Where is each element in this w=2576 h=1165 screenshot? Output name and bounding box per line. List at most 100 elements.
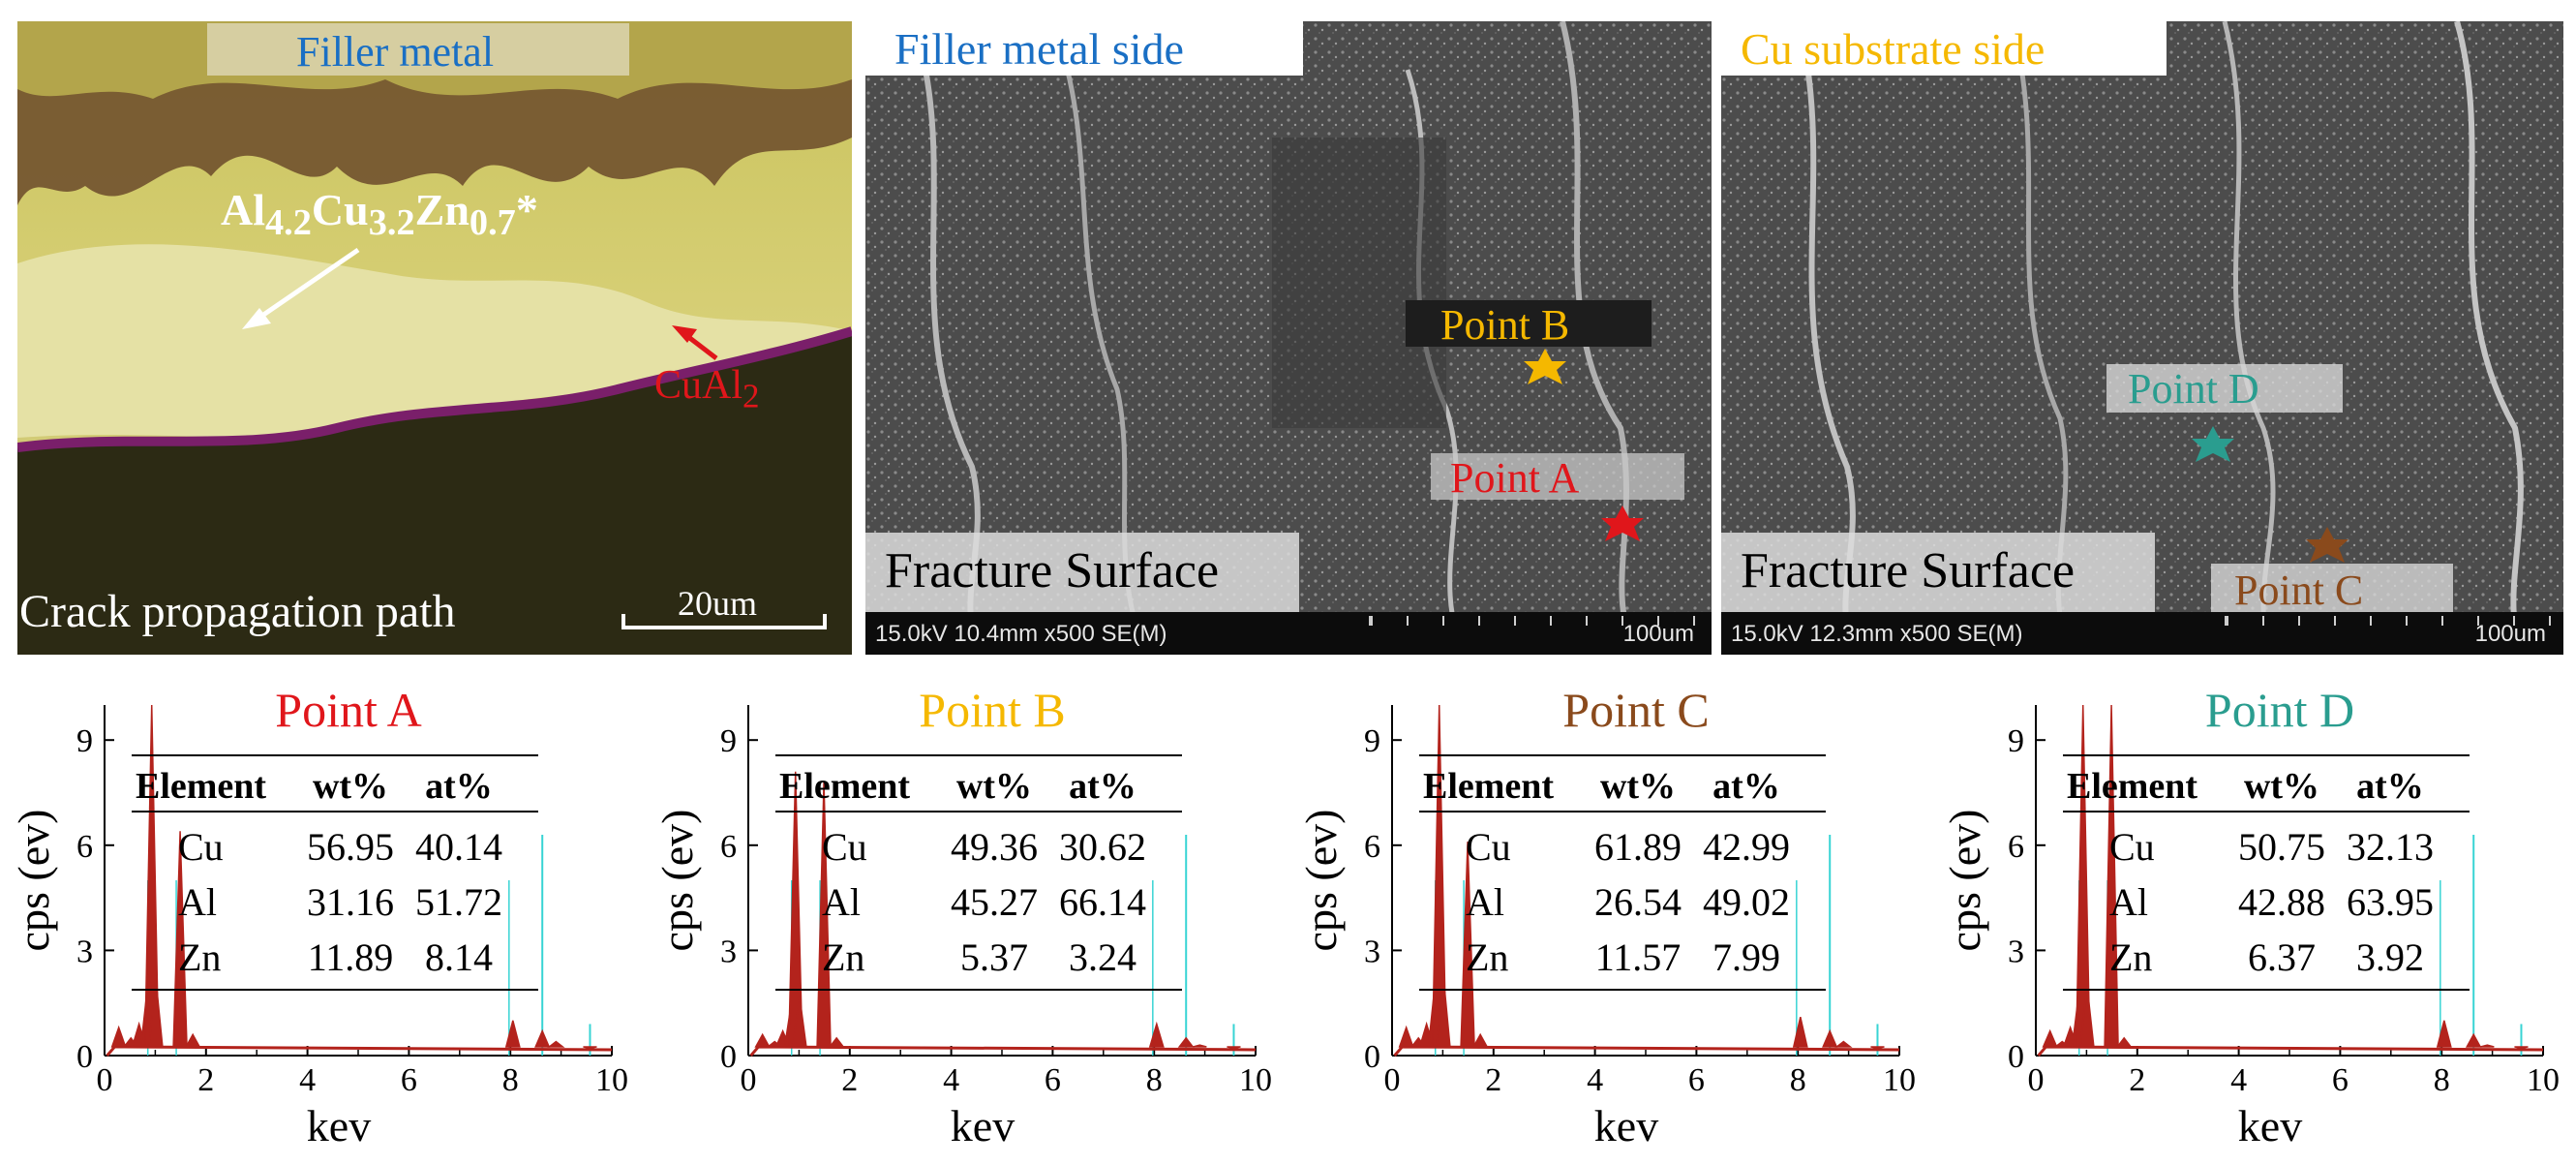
y-tick-label: 6 [76, 829, 93, 865]
y-tick-label: 9 [76, 723, 93, 759]
table-cell: Zn [178, 935, 221, 979]
sem1-scale-text: 100um [1622, 621, 1694, 647]
y-axis-label: cps (ev) [1296, 810, 1346, 952]
table-cell: 6.37 [2248, 935, 2316, 979]
phase-arrow-line [252, 247, 360, 324]
y-tick-label: 6 [720, 829, 737, 865]
table-header: wt% [2244, 766, 2319, 807]
table-cell: 42.99 [1703, 825, 1790, 869]
table-cell: Zn [2109, 935, 2152, 979]
chart-title: Point A [275, 683, 421, 737]
spectrum-peak [1870, 1046, 1885, 1050]
y-tick-label: 9 [1364, 723, 1380, 759]
x-tick-label: 6 [1045, 1062, 1061, 1098]
sem-panel-substrate: Cu substrate side Point D Point C Fractu… [1721, 21, 2563, 655]
x-tick-label: 10 [595, 1062, 628, 1098]
spectrum-peak [1193, 1044, 1207, 1048]
y-tick-label: 0 [1364, 1039, 1380, 1075]
sem1-surface-box: Fracture Surface [865, 533, 1299, 612]
spectrum-peak [504, 1020, 521, 1048]
table-cell: 8.14 [425, 935, 493, 979]
optical-scale-bar: 20um [621, 583, 827, 633]
sem2-info-text: 15.0kV 12.3mm x500 SE(M) [1731, 621, 2023, 647]
table-header: wt% [1600, 766, 1676, 807]
y-tick-label: 3 [2008, 934, 2024, 969]
spectrum-baseline [749, 1045, 1257, 1057]
table-cell: 11.57 [1595, 935, 1682, 979]
table-cell: 26.54 [1594, 880, 1682, 924]
spectrum-peak [547, 1040, 565, 1048]
table-cell: 42.88 [2238, 880, 2325, 924]
x-tick-label: 2 [841, 1062, 858, 1098]
table-header: Element [136, 766, 266, 807]
eds-chart-b: 0 3 6 9 0 2 4 6 8 10 kev cps (ev) Point B Element wt% a… [644, 668, 1288, 1160]
x-tick-label: 10 [2527, 1062, 2560, 1098]
x-axis-label: kev [2238, 1101, 2302, 1150]
table-cell: 31.16 [307, 880, 394, 924]
x-tick-label: 0 [97, 1062, 113, 1098]
point-d-label: Point D [2128, 365, 2259, 413]
chart-title: Point C [1562, 683, 1709, 737]
spectrum-peak [534, 1028, 551, 1048]
table-cell: Zn [1466, 935, 1508, 979]
optical-scale-text: 20um [678, 584, 758, 623]
point-a-star-icon [1601, 506, 1644, 541]
table-cell: Al [178, 880, 217, 924]
point-d-star-icon [2192, 426, 2234, 462]
sem2-title: Cu substrate side [1721, 21, 2167, 76]
optical-title: Filler metal [207, 23, 629, 76]
x-tick-label: 4 [943, 1062, 959, 1098]
table-cell: 30.62 [1059, 825, 1146, 869]
x-tick-label: 0 [2028, 1062, 2045, 1098]
spectrum-peak [148, 978, 164, 1048]
spectrum-peak [1792, 1017, 1808, 1048]
y-tick-label: 0 [2008, 1039, 2024, 1075]
x-tick-label: 10 [1883, 1062, 1916, 1098]
spectrum-peak [1436, 974, 1451, 1048]
table-cell: Cu [2109, 825, 2155, 869]
sem1-title: Filler metal side [865, 21, 1303, 76]
point-b-box: Point B [1406, 300, 1652, 349]
phase-label: Al4.2Cu3.2Zn0.7* [221, 185, 538, 244]
chart-title: Point D [2205, 683, 2354, 737]
spectrum-peak [1398, 1025, 1414, 1048]
x-tick-label: 8 [1146, 1062, 1163, 1098]
y-tick-label: 3 [1364, 934, 1380, 969]
point-d-box: Point D [2106, 364, 2343, 413]
sem2-scale-ticks [2225, 616, 2563, 626]
x-tick-label: 6 [1688, 1062, 1705, 1098]
spectrum-baseline [2037, 1045, 2544, 1057]
table-header: wt% [313, 766, 388, 807]
table-cell: Al [822, 880, 861, 924]
table-cell: 40.14 [415, 825, 502, 869]
optical-scale-line [621, 614, 827, 629]
table-header: at% [425, 766, 493, 807]
table-cell: Al [1466, 880, 1504, 924]
sem2-info-bar: 15.0kV 12.3mm x500 SE(M) 100um [1721, 612, 2563, 655]
spectrum-peak [110, 1025, 127, 1048]
table-header: at% [2356, 766, 2424, 807]
x-tick-label: 4 [1587, 1062, 1603, 1098]
table-header: Element [2067, 766, 2197, 807]
point-b-star-icon [1524, 349, 1566, 384]
spectrum-peak [2079, 985, 2095, 1048]
x-axis-label: kev [307, 1101, 371, 1150]
table-cell: 49.36 [951, 825, 1038, 869]
table-cell: 3.92 [2356, 935, 2424, 979]
sem2-title-text: Cu substrate side [1741, 24, 2046, 74]
eds-chart-d: 0 3 6 9 0 2 4 6 8 10 kev cps (ev) Point D Element wt% a… [1931, 668, 2575, 1160]
optical-title-text: Filler metal [296, 28, 495, 76]
x-tick-label: 8 [502, 1062, 519, 1098]
eds-chart-a: 0 3 6 9 0 2 4 6 8 10 kev cps (ev) Point A Element wt% a… [0, 668, 644, 1160]
x-tick-label: 8 [2434, 1062, 2450, 1098]
x-tick-label: 6 [2332, 1062, 2349, 1098]
sem1-info-bar: 15.0kV 10.4mm x500 SE(M) 100um [865, 612, 1712, 655]
table-cell: 11.89 [308, 935, 394, 979]
phase-arrow-head [242, 308, 271, 329]
point-b-label: Point B [1440, 301, 1570, 349]
spectrum-peak [583, 1046, 597, 1050]
x-tick-label: 2 [1485, 1062, 1501, 1098]
